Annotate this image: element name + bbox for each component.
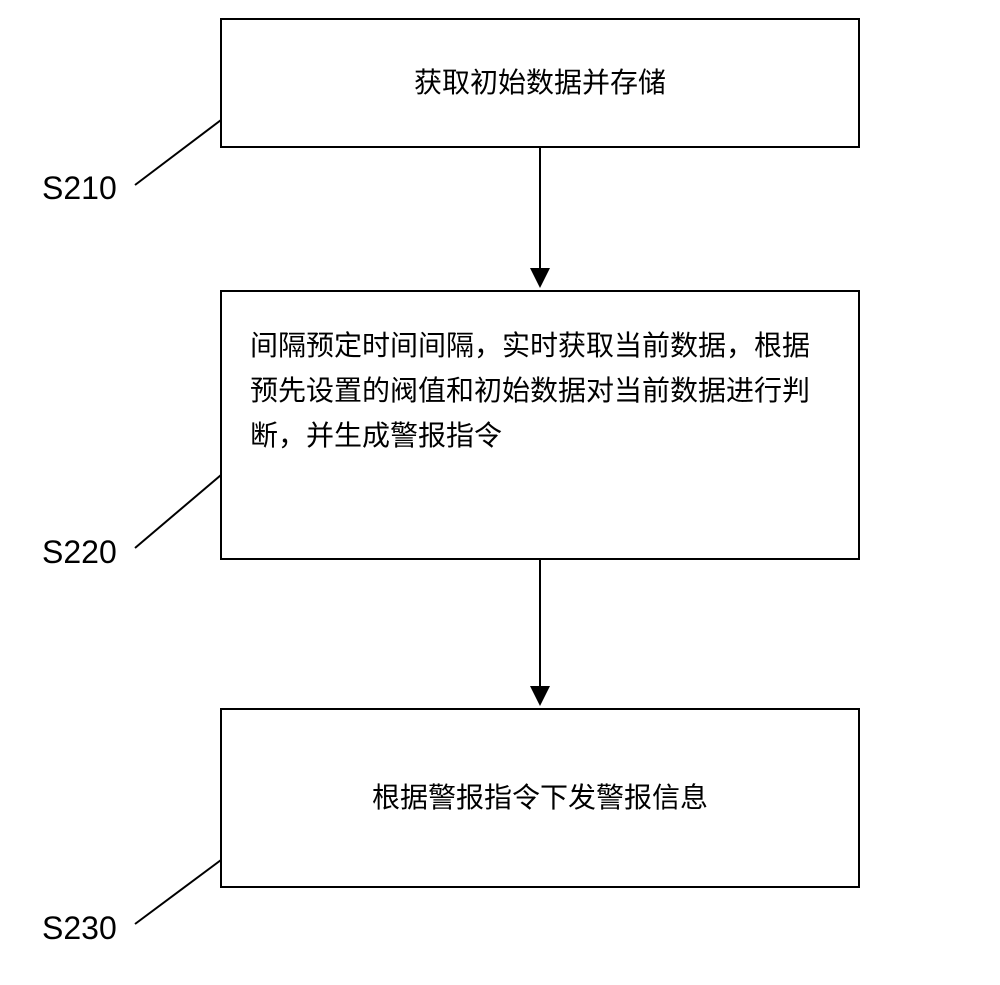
edge-n2-n3	[0, 0, 1000, 985]
